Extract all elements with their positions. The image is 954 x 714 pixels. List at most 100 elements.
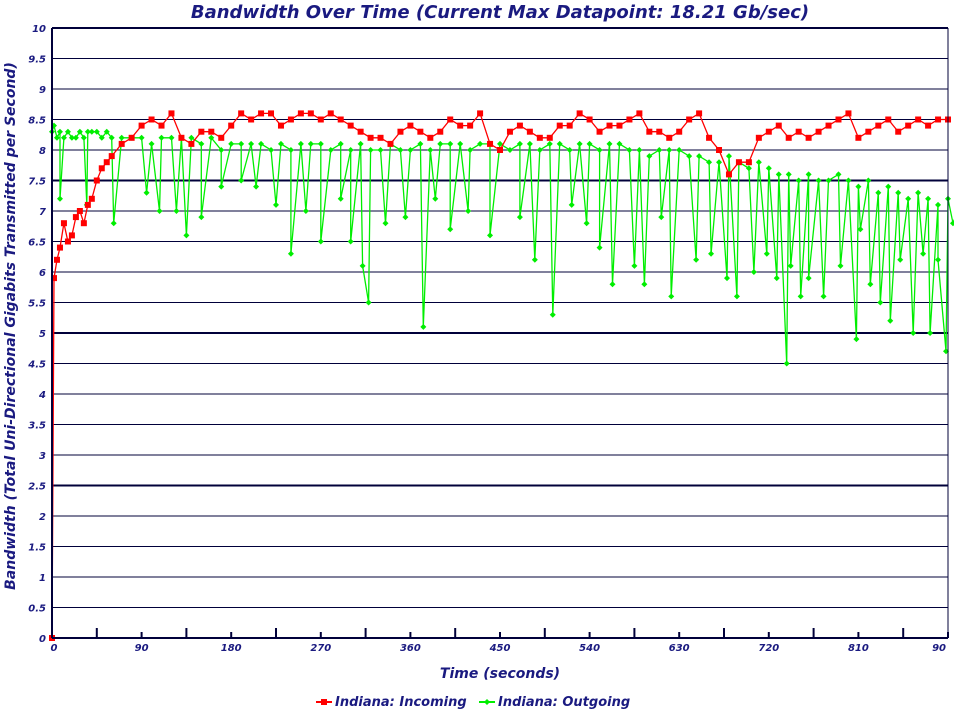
y-tick-label: 6.5 bbox=[28, 238, 46, 249]
outgoing-point bbox=[658, 214, 665, 221]
y-tick-label: 0 bbox=[39, 634, 46, 645]
outgoing-point bbox=[84, 128, 91, 135]
outgoing-point bbox=[497, 140, 503, 147]
outgoing-point bbox=[420, 323, 427, 330]
outgoing-point bbox=[656, 147, 663, 153]
x-tick-label: 90 bbox=[135, 643, 149, 654]
incoming-point bbox=[497, 147, 503, 153]
outgoing-point bbox=[183, 232, 190, 239]
legend-incoming-label: Indiana: Incoming bbox=[335, 695, 467, 710]
outgoing-point bbox=[188, 134, 195, 141]
incoming-point bbox=[76, 208, 83, 214]
incoming-point bbox=[437, 128, 444, 135]
incoming-point bbox=[357, 128, 364, 135]
y-tick-label: 8.5 bbox=[28, 116, 46, 127]
incoming-point bbox=[875, 122, 882, 129]
plot-area bbox=[49, 110, 954, 641]
incoming-point bbox=[407, 122, 414, 129]
incoming-point bbox=[606, 122, 613, 129]
incoming-point bbox=[616, 122, 623, 129]
outgoing-point bbox=[845, 177, 852, 184]
outgoing-point bbox=[238, 140, 245, 147]
outgoing-point bbox=[506, 147, 513, 153]
incoming-point bbox=[905, 122, 912, 129]
incoming-point bbox=[935, 116, 942, 123]
outgoing-point bbox=[568, 201, 575, 208]
incoming-point bbox=[477, 110, 484, 117]
outgoing-point bbox=[897, 256, 904, 263]
outgoing-point bbox=[72, 134, 79, 141]
incoming-point bbox=[188, 140, 195, 147]
outgoing-point bbox=[173, 208, 180, 214]
outgoing-point bbox=[287, 250, 294, 257]
outgoing-point bbox=[755, 159, 762, 166]
incoming-point bbox=[53, 256, 60, 263]
outgoing-point bbox=[616, 140, 623, 147]
outgoing-point bbox=[750, 269, 757, 275]
outgoing-point bbox=[566, 147, 573, 153]
y-tick-label: 1 bbox=[39, 573, 46, 584]
outgoing-point bbox=[733, 293, 740, 300]
outgoing-point bbox=[725, 153, 732, 160]
incoming-point bbox=[417, 128, 424, 135]
incoming-point bbox=[50, 275, 57, 282]
outgoing-point bbox=[347, 147, 354, 153]
outgoing-point bbox=[641, 281, 648, 288]
incoming-point bbox=[208, 128, 215, 135]
y-tick-label: 2.5 bbox=[28, 482, 46, 493]
incoming-point bbox=[656, 128, 663, 135]
incoming-point bbox=[347, 122, 354, 129]
incoming-point bbox=[228, 122, 235, 129]
incoming-point bbox=[68, 232, 75, 239]
incoming-point bbox=[387, 140, 394, 147]
outgoing-point bbox=[307, 140, 314, 147]
incoming-point bbox=[745, 159, 752, 166]
incoming-point bbox=[506, 128, 513, 135]
outgoing-point bbox=[935, 256, 942, 263]
outgoing-point bbox=[636, 147, 643, 153]
y-tick-label: 8 bbox=[39, 146, 46, 157]
outgoing-point bbox=[432, 195, 439, 202]
outgoing-point bbox=[787, 262, 794, 269]
outgoing-point bbox=[536, 147, 543, 153]
outgoing-point bbox=[576, 140, 583, 147]
y-tick-label: 4 bbox=[38, 390, 46, 401]
outgoing-point bbox=[248, 140, 255, 147]
outgoing-point bbox=[763, 250, 770, 257]
outgoing-point bbox=[805, 171, 812, 178]
incoming-point bbox=[317, 116, 324, 123]
incoming-point bbox=[735, 159, 742, 166]
outgoing-point bbox=[516, 140, 523, 147]
outgoing-point bbox=[666, 147, 673, 153]
incoming-point bbox=[268, 110, 275, 117]
incoming-point bbox=[487, 140, 494, 147]
outgoing-point bbox=[88, 128, 95, 135]
incoming-point bbox=[287, 116, 294, 123]
outgoing-point bbox=[76, 128, 83, 135]
incoming-point bbox=[377, 134, 384, 141]
incoming-point bbox=[457, 122, 464, 129]
outgoing-point bbox=[337, 140, 344, 147]
y-tick-label: 3.5 bbox=[28, 421, 46, 432]
outgoing-point bbox=[825, 177, 832, 184]
outgoing-point bbox=[797, 293, 804, 300]
incoming-point bbox=[158, 122, 165, 129]
incoming-point bbox=[686, 116, 693, 123]
incoming-point bbox=[765, 128, 772, 135]
incoming-point bbox=[238, 110, 245, 117]
outgoing-point bbox=[606, 140, 613, 147]
outgoing-point bbox=[317, 238, 324, 245]
outgoing-point bbox=[795, 177, 802, 184]
y-tick-label: 7 bbox=[39, 207, 46, 218]
y-tick-label: 9 bbox=[39, 85, 46, 96]
outgoing-point bbox=[775, 171, 782, 178]
incoming-point bbox=[666, 134, 673, 141]
incoming-point bbox=[895, 128, 902, 135]
outgoing-point bbox=[228, 140, 235, 147]
outgoing-point bbox=[253, 183, 260, 190]
x-tick-label: 180 bbox=[221, 643, 242, 654]
incoming-point bbox=[337, 116, 344, 123]
incoming-point bbox=[925, 122, 932, 129]
y-tick-label: 5.5 bbox=[28, 299, 46, 310]
